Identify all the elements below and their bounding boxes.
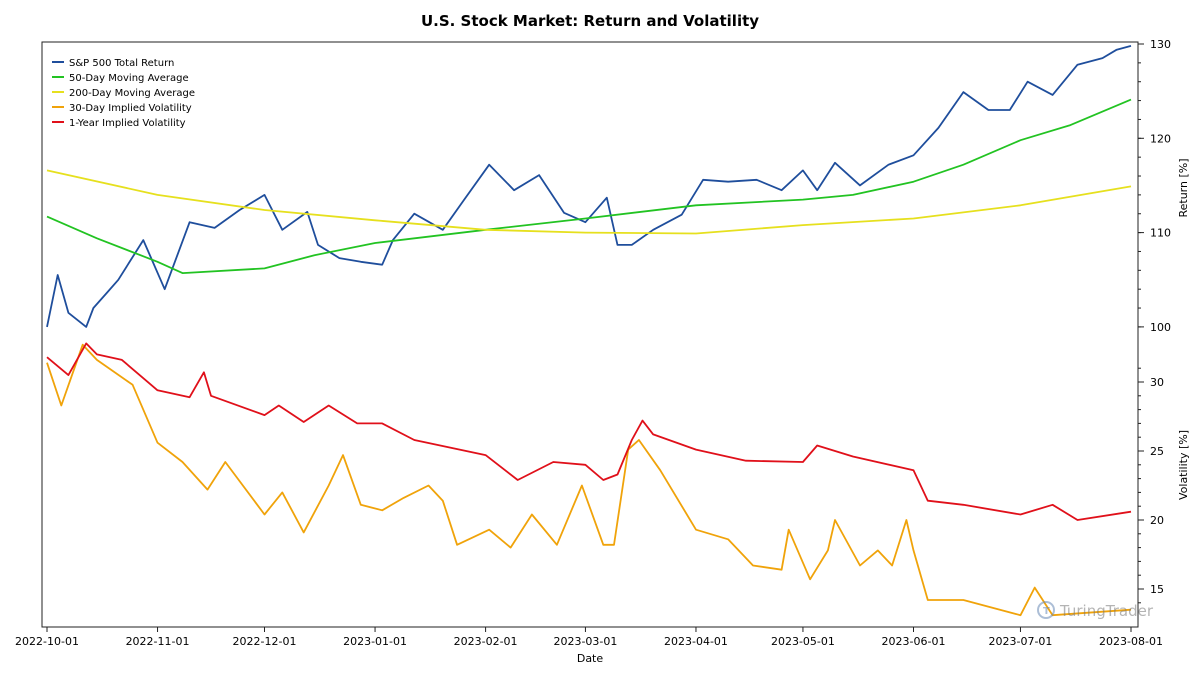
series-line-4 bbox=[46, 342, 1132, 521]
svg-text:T: T bbox=[1043, 606, 1050, 617]
series-line-1 bbox=[46, 98, 1132, 275]
y-tick-label: 20 bbox=[1150, 514, 1164, 527]
series-line-3 bbox=[46, 343, 1132, 617]
x-tick-label: 2022-11-01 bbox=[126, 635, 190, 648]
legend: S&P 500 Total Return 50-Day Moving Averag… bbox=[52, 58, 195, 129]
x-tick-label: 2023-03-01 bbox=[553, 635, 617, 648]
y-axes: 100 110 120 130 15 20 25 30 bbox=[1138, 38, 1171, 604]
x-tick-label: 2023-07-01 bbox=[988, 635, 1052, 648]
x-tick-label: 2023-04-01 bbox=[664, 635, 728, 648]
series-lines bbox=[46, 45, 1132, 617]
svg-text:TuringTrader: TuringTrader bbox=[1059, 602, 1154, 620]
legend-entry: S&P 500 Total Return bbox=[69, 58, 174, 69]
legend-entry: 30-Day Implied Volatility bbox=[69, 103, 192, 114]
y-tick-label: 110 bbox=[1150, 227, 1171, 240]
plot-frame bbox=[41, 41, 1139, 628]
x-tick-label: 2023-02-01 bbox=[454, 635, 518, 648]
watermark-logo: T TuringTrader bbox=[1037, 601, 1154, 620]
y-tick-label: 120 bbox=[1150, 132, 1171, 145]
x-axis: 2022-10-01 2022-11-01 2022-12-01 2023-01-01… bbox=[15, 627, 1163, 648]
x-axis-label: Date bbox=[577, 652, 604, 665]
y-axis-label-volatility: Volatility [%] bbox=[1177, 430, 1190, 500]
series-line-2 bbox=[46, 169, 1132, 235]
x-tick-label: 2023-01-01 bbox=[343, 635, 407, 648]
series-line-0 bbox=[46, 45, 1132, 328]
legend-entry: 50-Day Moving Average bbox=[69, 73, 189, 84]
legend-entry: 1-Year Implied Volatility bbox=[69, 118, 186, 129]
x-tick-label: 2022-12-01 bbox=[233, 635, 297, 648]
y-tick-label: 30 bbox=[1150, 376, 1164, 389]
y-tick-label: 130 bbox=[1150, 38, 1171, 51]
chart-title: U.S. Stock Market: Return and Volatility bbox=[421, 12, 759, 30]
y-tick-label: 100 bbox=[1150, 321, 1171, 334]
x-tick-label: 2023-05-01 bbox=[771, 635, 835, 648]
x-tick-label: 2023-08-01 bbox=[1099, 635, 1163, 648]
legend-entry: 200-Day Moving Average bbox=[69, 88, 195, 99]
y-tick-label: 15 bbox=[1150, 583, 1164, 596]
x-tick-label: 2023-06-01 bbox=[882, 635, 946, 648]
y-axis-label-return: Return [%] bbox=[1177, 158, 1190, 217]
y-tick-label: 25 bbox=[1150, 445, 1164, 458]
x-tick-label: 2022-10-01 bbox=[15, 635, 79, 648]
